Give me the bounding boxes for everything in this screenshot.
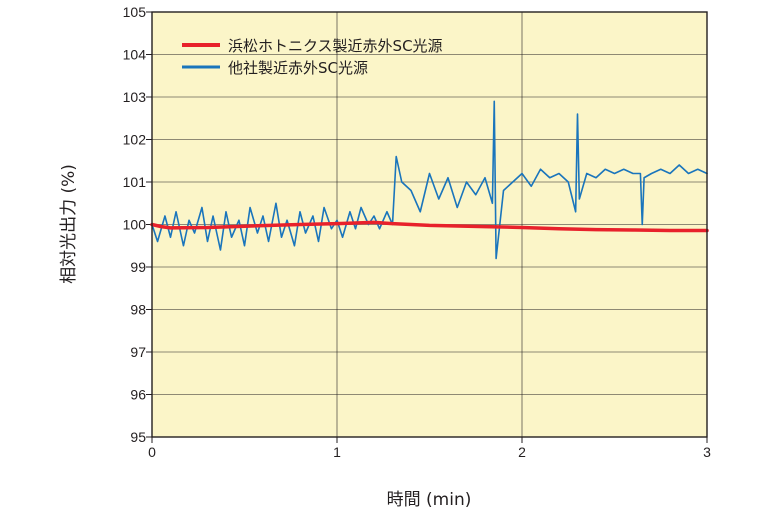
- y-tick-label: 104: [123, 47, 147, 63]
- y-tick-label: 97: [130, 344, 146, 360]
- y-tick-label: 102: [123, 132, 147, 148]
- y-tick-labels: 95 96 97 98 99 100 101 102 103 104 105: [123, 4, 147, 445]
- legend-label: 浜松ホトニクス製近赤外SC光源: [228, 37, 443, 55]
- x-tick-labels: 0 1 2 3: [148, 444, 711, 460]
- x-tick-label: 2: [518, 444, 526, 460]
- x-tick-label: 3: [703, 444, 711, 460]
- y-axis-title: 相対光出力 (%): [59, 164, 79, 284]
- y-tick-label: 100: [123, 217, 147, 233]
- series-line-other: [151, 100, 708, 260]
- y-tick-label: 101: [123, 174, 147, 190]
- legend-label: 他社製近赤外SC光源: [228, 59, 368, 77]
- y-tick-label: 103: [123, 89, 147, 105]
- x-axis-title: 時間 (min): [387, 490, 472, 510]
- y-tick-label: 95: [130, 429, 146, 445]
- x-tick-label: 1: [333, 444, 341, 460]
- y-tick-label: 99: [130, 259, 146, 275]
- series-lines: [150, 100, 709, 260]
- y-tick-label: 96: [130, 387, 146, 403]
- y-tick-label: 98: [130, 302, 146, 318]
- plot-frame: [151, 11, 708, 438]
- y-tick-label: 105: [123, 4, 147, 20]
- series-line-hamamatsu: [150, 220, 709, 233]
- x-tick-label: 0: [148, 444, 156, 460]
